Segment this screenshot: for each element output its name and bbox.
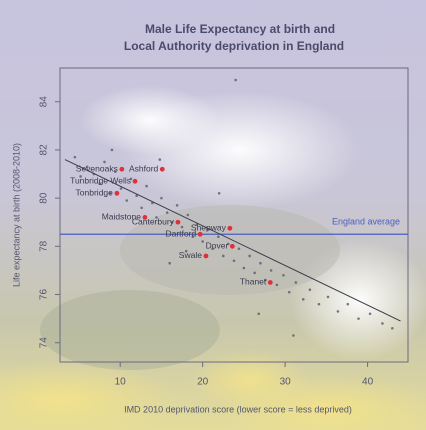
point-label: Tonbridge <box>76 188 114 198</box>
highlight-point <box>142 215 148 220</box>
point <box>292 334 295 337</box>
point <box>180 225 184 229</box>
x-axis-label: IMD 2010 deprivation score (lower score … <box>124 404 352 414</box>
point <box>140 206 143 210</box>
point <box>170 220 174 224</box>
point <box>242 266 246 270</box>
highlight-point <box>119 166 125 172</box>
point <box>103 160 106 164</box>
point <box>110 148 114 152</box>
highlight-point <box>132 178 138 184</box>
highlight-point <box>114 190 120 196</box>
y-tick-label: 84 <box>39 96 50 108</box>
point <box>155 216 158 219</box>
point <box>234 78 237 82</box>
highlight-point <box>175 219 181 225</box>
point <box>125 199 129 202</box>
point <box>221 254 225 258</box>
y-tick-label: 76 <box>39 289 50 301</box>
trend-line <box>64 159 401 322</box>
point <box>168 261 171 265</box>
point <box>264 278 267 282</box>
point <box>145 184 148 188</box>
y-tick-label: 80 <box>39 192 50 204</box>
point <box>191 235 195 238</box>
reference-label: England average <box>332 217 400 227</box>
point <box>259 261 262 265</box>
highlight-point <box>229 243 235 249</box>
point <box>275 283 279 287</box>
point <box>317 302 321 306</box>
point-label: Thanet <box>240 277 267 287</box>
point <box>226 242 230 246</box>
point <box>391 326 394 330</box>
point <box>175 204 179 207</box>
point <box>165 211 169 214</box>
x-tick-label: 20 <box>197 377 209 388</box>
point <box>129 177 133 181</box>
point-label: Tunbridge Wells <box>70 176 131 186</box>
point <box>282 273 285 277</box>
point-label: Swale <box>179 250 202 260</box>
point <box>381 322 384 325</box>
y-axis-label: Life expectancy at birth (2008-2010) <box>11 143 21 287</box>
point-label: Dartford <box>165 229 196 239</box>
chart-subtitle: Local Authority deprivation in England <box>124 39 344 53</box>
point-label: Ashford <box>129 163 159 173</box>
highlight-point <box>159 166 165 172</box>
point-label: Shepway <box>191 223 227 233</box>
y-tick-label: 78 <box>39 240 50 252</box>
y-tick-label: 74 <box>39 337 50 349</box>
highlight-point <box>203 253 209 259</box>
point <box>184 249 188 253</box>
point <box>113 170 117 173</box>
point <box>232 259 236 263</box>
point <box>217 235 220 238</box>
point <box>73 155 77 159</box>
point <box>158 158 162 161</box>
point <box>269 269 273 272</box>
point <box>237 247 241 251</box>
point <box>346 302 350 306</box>
point <box>211 247 214 251</box>
point-label: Sevenoaks <box>76 163 118 173</box>
y-tick-label: 82 <box>39 144 50 156</box>
point <box>336 310 340 313</box>
point <box>248 254 251 258</box>
point <box>186 213 190 217</box>
point <box>85 165 89 169</box>
point <box>98 182 101 185</box>
point <box>294 281 298 284</box>
highlight-point <box>227 225 233 231</box>
highlight-point <box>267 280 273 285</box>
point <box>308 288 312 292</box>
point <box>160 196 163 200</box>
x-tick-label: 30 <box>280 377 292 388</box>
x-tick-label: 40 <box>362 377 374 388</box>
point <box>301 298 305 301</box>
point <box>257 312 261 316</box>
point <box>79 175 82 178</box>
point <box>195 223 199 226</box>
x-tick-label: 10 <box>115 377 127 388</box>
point <box>287 290 291 294</box>
point <box>135 194 138 198</box>
point <box>217 192 221 195</box>
point <box>253 271 256 275</box>
point <box>326 295 330 299</box>
highlight-point <box>197 231 203 237</box>
point <box>201 240 204 243</box>
chart-title: Male Life Expectancy at birth and <box>145 22 335 36</box>
point <box>109 192 112 195</box>
point-label: Dover <box>206 241 229 251</box>
point <box>119 187 123 190</box>
point-label: Canterbury <box>132 216 175 226</box>
point <box>368 312 372 316</box>
point <box>357 317 360 320</box>
point-label: Maidstone <box>102 212 141 222</box>
plot-frame <box>59 67 409 363</box>
